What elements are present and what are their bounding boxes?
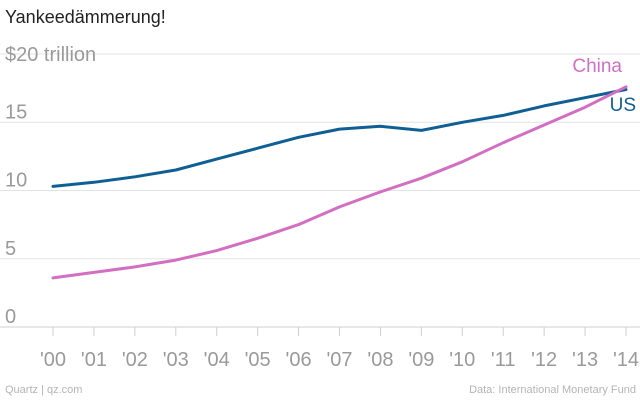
y-tick-label: 0 xyxy=(5,306,16,328)
x-tick-label: '07 xyxy=(326,349,352,371)
x-tick-label: '09 xyxy=(408,349,434,371)
x-tick-label: '11 xyxy=(491,349,516,371)
x-tick-label: '00 xyxy=(40,349,66,371)
series-label-us: US xyxy=(610,95,636,116)
series-lines xyxy=(51,85,628,280)
chart-title: Yankeedämmerung! xyxy=(5,7,166,27)
x-tick-label: '04 xyxy=(204,349,230,371)
y-tick-label: 10 xyxy=(5,170,27,192)
y-tick-label: 5 xyxy=(5,238,16,260)
y-tick-label: 15 xyxy=(5,101,27,123)
grid-lines xyxy=(0,53,640,336)
footer-source: Data: International Monetary Fund xyxy=(469,384,636,396)
footer-credit: Quartz | qz.com xyxy=(5,384,83,396)
series-line-china xyxy=(51,85,628,280)
x-tick-label: '13 xyxy=(572,349,598,371)
x-tick-label: '02 xyxy=(122,349,148,371)
x-tick-label: '08 xyxy=(367,349,393,371)
x-tick-label: '12 xyxy=(531,349,557,371)
series-label-china: China xyxy=(572,56,622,77)
series-line-us xyxy=(51,88,628,188)
x-tick-label: '05 xyxy=(245,349,271,371)
x-tick-label: '14 xyxy=(613,349,639,371)
x-tick-label: '01 xyxy=(81,349,107,371)
x-tick-label: '06 xyxy=(286,349,312,371)
x-tick-label: '03 xyxy=(163,349,189,371)
series-labels: China US xyxy=(572,56,636,116)
x-tick-label: '10 xyxy=(449,349,475,371)
y-axis-label: $20 trillion xyxy=(5,44,96,66)
tick-labels: 0 5 10 15 $20 trillion '00 '01 '02 '03 '04 '05 '06 '… xyxy=(5,44,639,371)
